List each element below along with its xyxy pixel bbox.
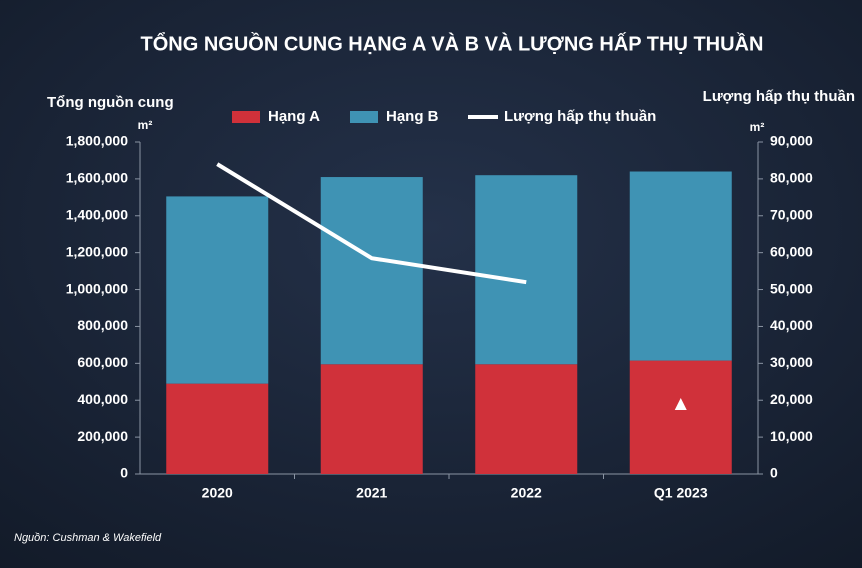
bar-segment [629,360,732,474]
y-axis-unit: m² [138,118,153,132]
chart-title: TỔNG NGUỒN CUNG HẠNG A VÀ B VÀ LƯỢNG HẤP… [141,31,764,55]
y-tick-label: 1,200,000 [66,243,128,259]
y-tick-label: 1,000,000 [66,280,128,296]
y-tick-label: 1,800,000 [66,133,128,149]
bar-segment [629,171,732,361]
x-tick-label: 2020 [202,485,233,501]
y-tick-label: 400,000 [77,391,128,407]
legend-swatch [350,111,378,123]
legend-swatch [232,111,260,123]
x-tick-label: 2022 [511,485,542,501]
legend-label: Lượng hấp thụ thuần [504,108,656,125]
y2-tick-label: 0 [770,465,778,481]
y2-tick-label: 50,000 [770,280,813,296]
bar-segment [320,177,423,365]
y2-tick-label: 10,000 [770,428,813,444]
x-tick-label: 2021 [356,485,387,501]
bar-segment [475,364,578,474]
highlight-marker [674,398,687,411]
y2-axis-title: Lượng hấp thụ thuần [703,88,855,105]
y2-axis-unit: m² [750,120,765,134]
y2-tick-label: 90,000 [770,133,813,149]
y2-tick-label: 20,000 [770,391,813,407]
x-tick-label: Q1 2023 [654,485,708,501]
bar-segment [166,196,269,384]
legend-label: Hạng A [268,108,320,125]
y-tick-label: 600,000 [77,354,128,370]
y-tick-label: 0 [120,465,128,481]
y2-tick-label: 70,000 [770,206,813,222]
y2-tick-label: 80,000 [770,170,813,186]
bar-segment [320,364,423,474]
y2-tick-label: 30,000 [770,354,813,370]
y-tick-label: 800,000 [77,317,128,333]
bar-segment [166,383,269,474]
y-tick-label: 1,400,000 [66,206,128,222]
y2-tick-label: 40,000 [770,317,813,333]
line-series [216,162,527,285]
y-tick-label: 1,600,000 [66,170,128,186]
y2-tick-label: 60,000 [770,243,813,259]
bar-segment [475,175,578,365]
legend-label: Hạng B [386,108,439,125]
source-note: Nguồn: Cushman & Wakefield [14,532,162,544]
y-axis-title: Tổng nguồn cung [47,94,174,111]
y-tick-label: 200,000 [77,428,128,444]
